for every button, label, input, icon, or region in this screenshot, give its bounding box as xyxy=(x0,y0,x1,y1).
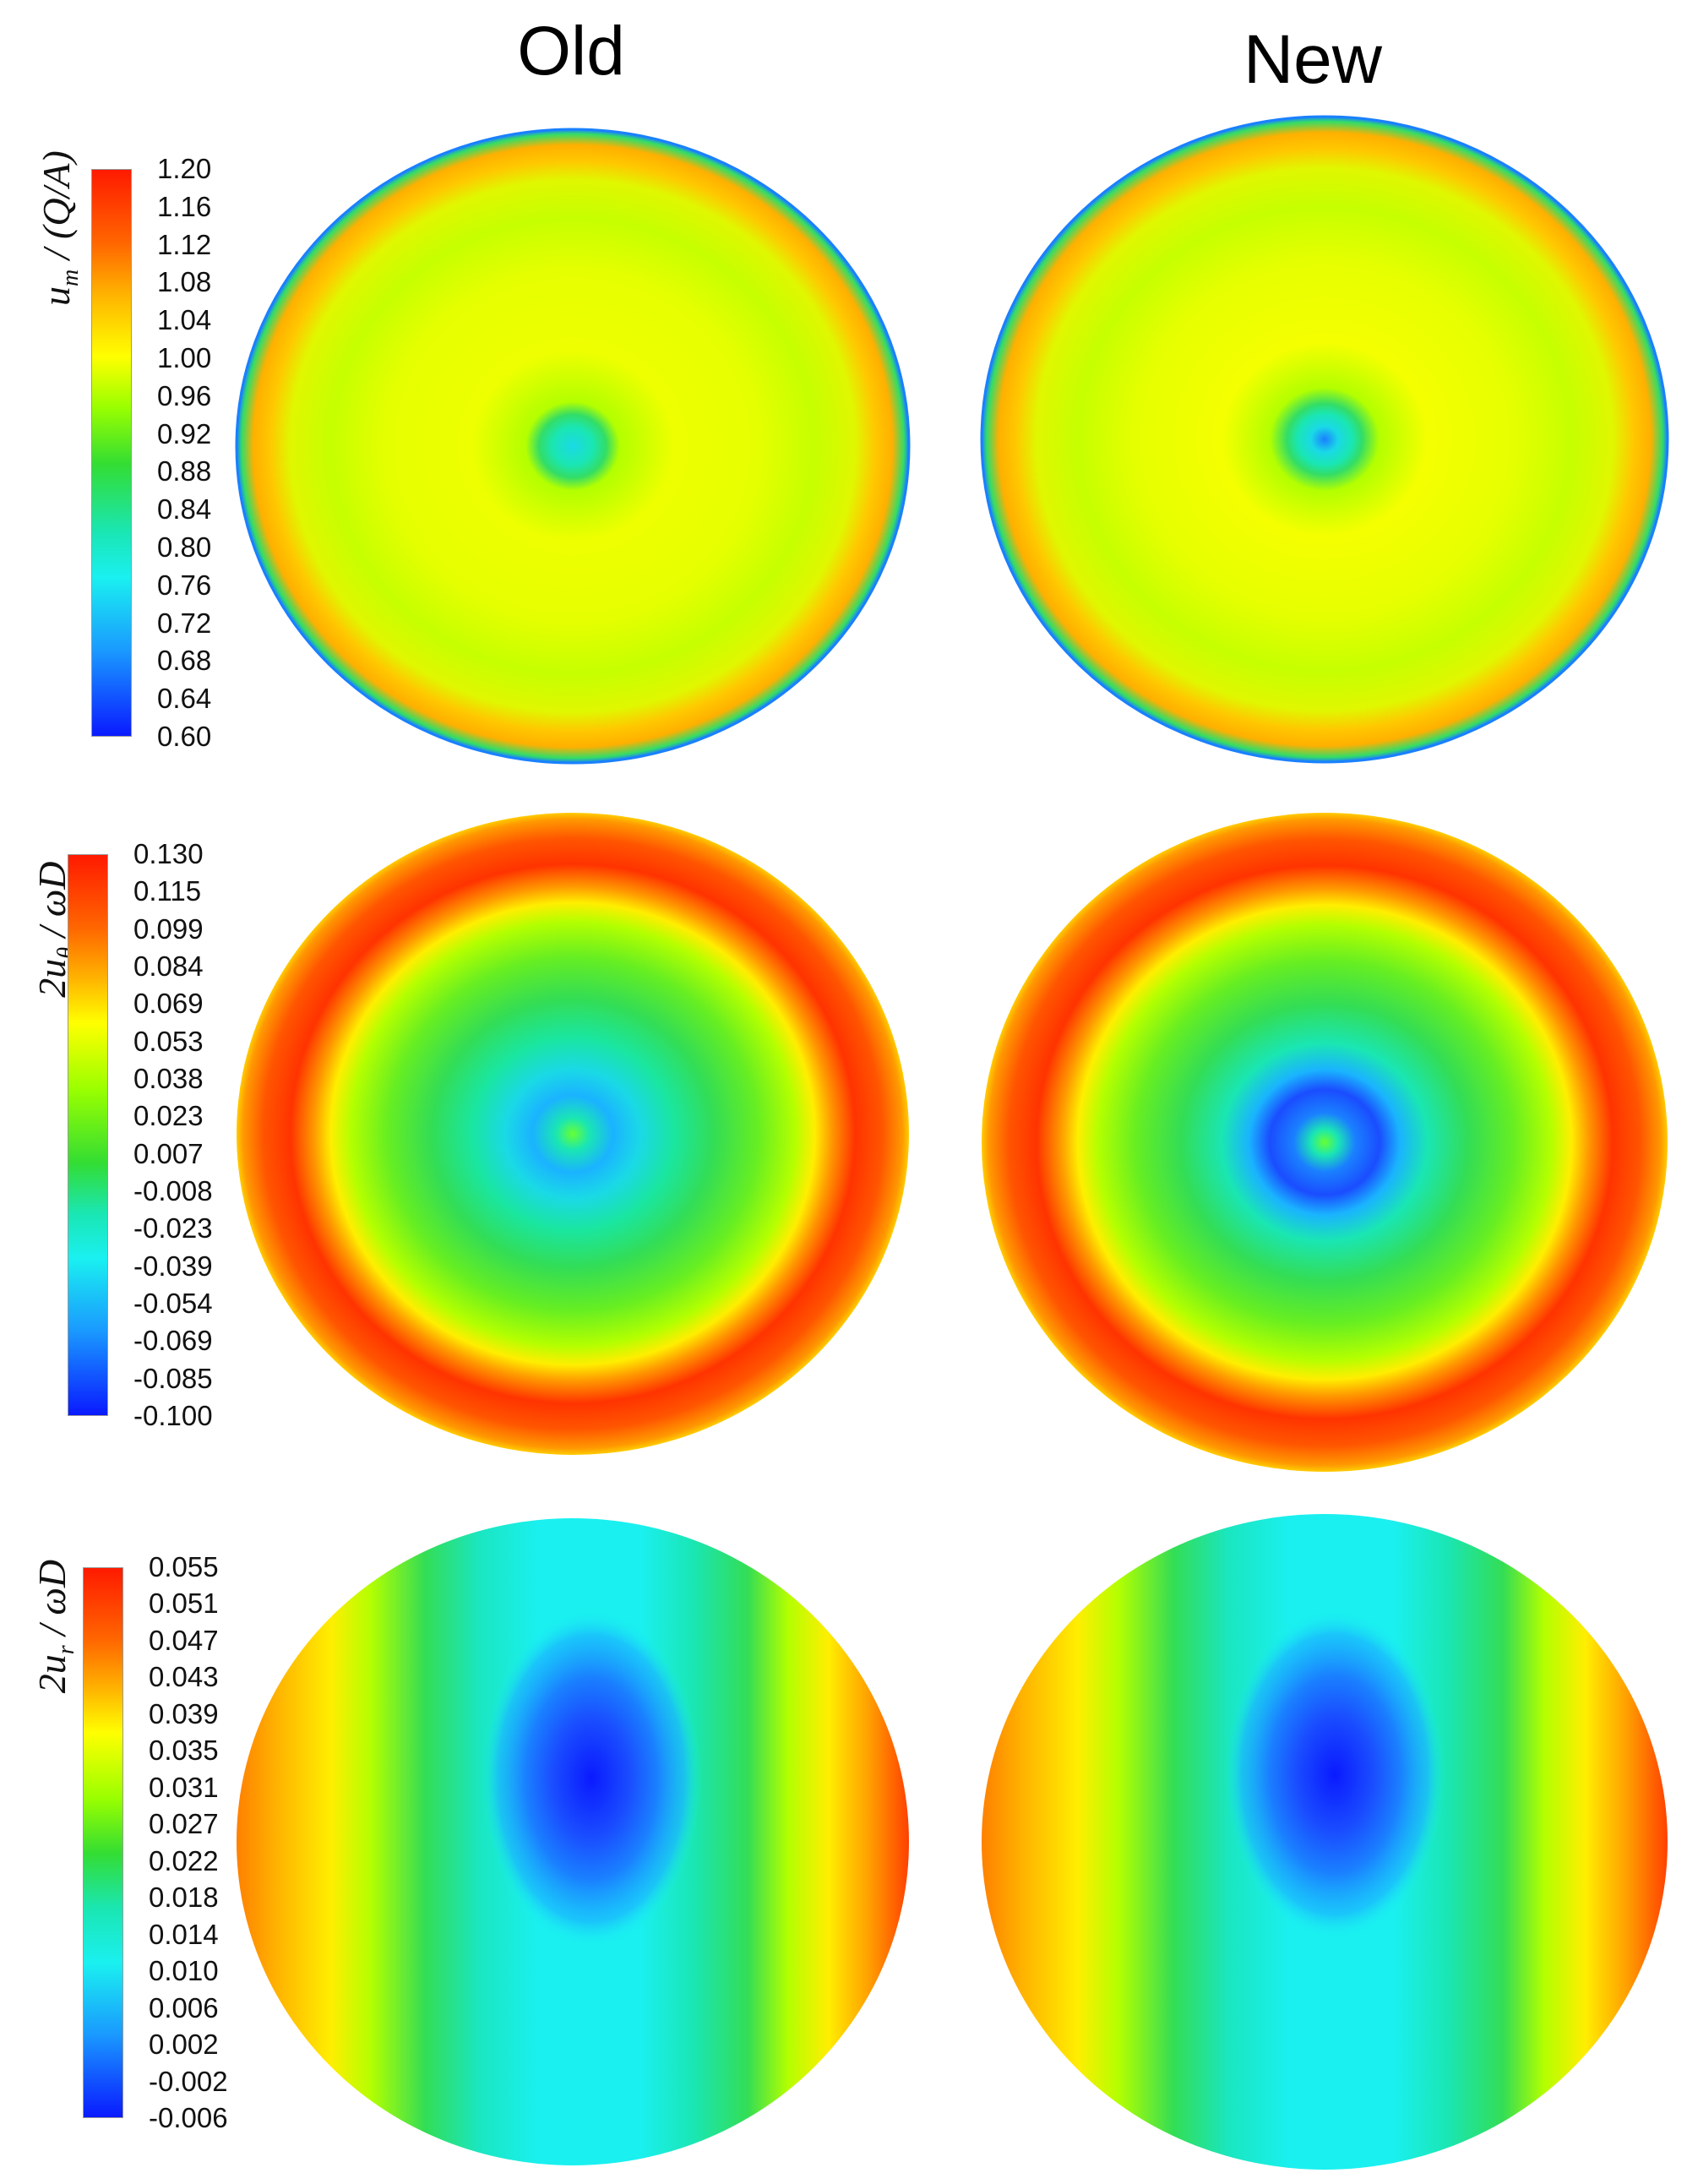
colorbar-tick-label: 0.84 xyxy=(157,493,212,526)
colorbar-tick-label: 0.010 xyxy=(149,1955,219,1987)
row3-axis-label: 2ur / ωD xyxy=(30,1559,80,1694)
colorbar-tick-label: 0.115 xyxy=(133,875,202,907)
colorbar-utheta: 0.130 0.115 0.099 0.084 0.069 0.053 0.038 0.023… xyxy=(68,838,213,1431)
disk-field xyxy=(237,129,909,763)
colorbar-tick-label: 0.055 xyxy=(149,1551,219,1582)
disk-core xyxy=(1225,1609,1445,1939)
colorbar-um: 1.20 1.16 1.12 1.08 1.04 1.00 0.96 0.92 0.88 0.84… xyxy=(91,153,211,752)
colorbar-tick-label: 0.68 xyxy=(157,645,212,677)
colorbar-tick-label: 0.80 xyxy=(157,531,212,563)
colorbar-tick-label: 0.96 xyxy=(157,379,212,411)
colorbar-tick-label: 0.023 xyxy=(133,1100,204,1132)
disk-field xyxy=(982,117,1668,762)
colorbar-tick-label: -0.054 xyxy=(133,1288,213,1319)
column-title-new: New xyxy=(1243,21,1383,98)
colorbar-tick-label: 0.035 xyxy=(149,1735,219,1767)
colorbar-utheta-strip xyxy=(68,854,108,1416)
colorbar-tick-label: 1.00 xyxy=(157,342,212,373)
colorbar-tick-label: 0.084 xyxy=(133,950,204,982)
colorbar-ur: 0.055 0.051 0.047 0.043 0.039 0.035 0.031 0.027… xyxy=(83,1551,228,2133)
colorbar-tick-label: 0.039 xyxy=(149,1697,219,1729)
colorbar-tick-label: -0.039 xyxy=(133,1250,213,1282)
colorbar-tick-label: 1.16 xyxy=(157,190,212,222)
colorbar-tick-label: 0.051 xyxy=(149,1588,219,1620)
contour-utheta-new xyxy=(982,813,1668,1472)
colorbar-tick-label: -0.100 xyxy=(133,1400,213,1431)
colorbar-tick-label: 0.007 xyxy=(133,1137,204,1169)
colorbar-tick-label: 0.043 xyxy=(149,1661,219,1693)
colorbar-tick-label: 0.006 xyxy=(149,1991,219,2023)
column-title-old: Old xyxy=(517,13,625,90)
contour-ur-new xyxy=(982,1514,1668,2170)
colorbar-tick-label: -0.085 xyxy=(133,1362,213,1394)
contour-um-old xyxy=(235,128,911,765)
colorbar-tick-label: 0.88 xyxy=(157,455,212,487)
colorbar-tick-label: 0.038 xyxy=(133,1063,204,1094)
colorbar-tick-label: 1.04 xyxy=(157,304,212,336)
contour-ur-old xyxy=(237,1518,909,2165)
colorbar-tick-label: -0.006 xyxy=(149,2102,228,2133)
colorbar-tick-label: 0.047 xyxy=(149,1624,219,1656)
colorbar-tick-label: 0.72 xyxy=(157,607,212,639)
colorbar-tick-label: 1.08 xyxy=(157,266,212,298)
colorbar-tick-label: 0.60 xyxy=(157,721,212,752)
disk-field xyxy=(237,813,909,1455)
colorbar-tick-label: 0.053 xyxy=(133,1025,204,1057)
colorbar-tick-label: 0.002 xyxy=(149,2029,219,2061)
colorbar-tick-label: -0.069 xyxy=(133,1325,213,1357)
contour-um-new xyxy=(980,115,1669,764)
colorbar-tick-label: 0.92 xyxy=(157,417,212,449)
colorbar-tick-label: 0.027 xyxy=(149,1808,219,1840)
contour-utheta-old xyxy=(237,813,909,1455)
colorbar-tick-label: 0.031 xyxy=(149,1771,219,1803)
colorbar-tick-label: 0.099 xyxy=(133,912,204,945)
colorbar-um-strip xyxy=(91,169,132,737)
row1-axis-label: um / (Q/A) xyxy=(34,150,84,306)
disk-field xyxy=(982,813,1668,1472)
colorbar-tick-label: 0.130 xyxy=(133,838,204,869)
colorbar-tick-label: 1.12 xyxy=(157,228,212,260)
disk-rim xyxy=(980,115,1669,764)
colorbar-tick-label: 1.20 xyxy=(157,153,212,184)
colorbar-tick-label: 0.76 xyxy=(157,569,212,601)
colorbar-tick-label: -0.002 xyxy=(149,2065,228,2097)
colorbar-tick-label: 0.64 xyxy=(157,683,212,715)
colorbar-tick-label: -0.008 xyxy=(133,1175,213,1206)
colorbar-ur-strip xyxy=(83,1567,123,2118)
colorbar-tick-label: 0.069 xyxy=(133,988,204,1020)
disk-rim xyxy=(235,128,911,765)
disk-core xyxy=(482,1609,701,1947)
colorbar-tick-label: -0.023 xyxy=(133,1212,213,1244)
colorbar-tick-label: 0.022 xyxy=(149,1844,219,1876)
colorbar-tick-label: 0.018 xyxy=(149,1882,219,1914)
colorbar-tick-label: 0.014 xyxy=(149,1918,219,1950)
